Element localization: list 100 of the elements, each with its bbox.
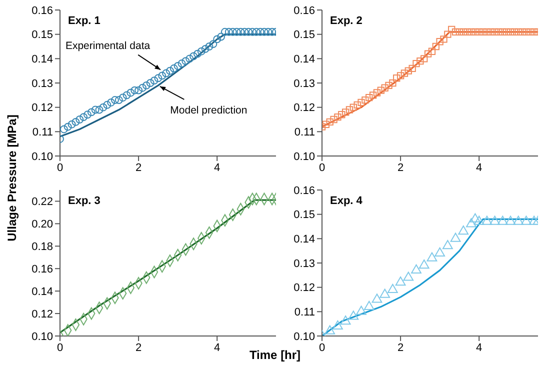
point xyxy=(513,216,524,225)
chart-title: Exp. 2 xyxy=(330,15,362,27)
point xyxy=(424,50,432,58)
point xyxy=(416,58,424,65)
y-tick-label: 0.14 xyxy=(32,286,53,298)
point xyxy=(256,28,264,36)
point xyxy=(209,40,218,48)
y-tick-label: 0.12 xyxy=(294,102,315,114)
point xyxy=(130,86,139,94)
point xyxy=(342,108,350,116)
point xyxy=(134,86,143,94)
y-tick-label: 0.14 xyxy=(32,54,53,66)
point xyxy=(205,42,214,50)
point xyxy=(396,72,404,80)
point xyxy=(369,92,377,99)
point xyxy=(510,28,518,36)
point xyxy=(162,69,170,78)
x-tick-label: 4 xyxy=(476,342,482,354)
point xyxy=(466,218,476,228)
y-tick-label: 0.10 xyxy=(32,330,53,343)
point xyxy=(170,64,178,72)
point xyxy=(476,28,483,36)
point xyxy=(114,96,123,104)
y-tick-label: 0.15 xyxy=(294,29,315,42)
point xyxy=(260,28,268,36)
y-tick-label: 0.10 xyxy=(294,150,315,163)
point xyxy=(470,213,480,222)
point xyxy=(474,216,484,225)
y-tick-label: 0.22 xyxy=(32,196,53,208)
x-tick-label: 2 xyxy=(135,342,142,354)
point xyxy=(452,28,460,36)
y-tick-label: 0.13 xyxy=(32,78,53,90)
point xyxy=(468,28,475,36)
point xyxy=(60,125,68,134)
x-tick-label: 2 xyxy=(397,342,404,354)
text: Exp. 3 xyxy=(68,195,100,207)
point xyxy=(236,28,245,36)
point xyxy=(87,108,96,116)
point xyxy=(518,28,526,36)
y-tick-label: 0.20 xyxy=(32,218,53,231)
point xyxy=(197,47,206,56)
point xyxy=(232,28,241,36)
point xyxy=(412,60,420,68)
point xyxy=(400,70,408,77)
point xyxy=(193,50,202,58)
y-tick-label: 0.11 xyxy=(294,306,315,319)
point xyxy=(64,122,72,131)
point xyxy=(142,81,150,90)
point xyxy=(428,48,436,55)
point xyxy=(380,288,390,298)
point xyxy=(458,225,469,235)
point xyxy=(362,96,369,104)
y-tick-label: 0.14 xyxy=(294,234,315,246)
point xyxy=(442,240,453,250)
point xyxy=(332,320,343,330)
y-tick-label: 0.14 xyxy=(294,54,315,66)
point xyxy=(372,294,382,303)
point xyxy=(426,252,438,262)
point xyxy=(264,28,272,36)
y-tick-label: 0.12 xyxy=(32,308,53,320)
x-tick-label: 2 xyxy=(135,162,142,174)
point xyxy=(528,216,538,225)
y-tick-label: 0.16 xyxy=(32,4,53,17)
point xyxy=(444,30,452,38)
y-tick-label: 0.11 xyxy=(294,126,315,139)
point xyxy=(91,106,100,114)
y-tick-label: 0.15 xyxy=(32,29,53,42)
point xyxy=(530,28,538,36)
point xyxy=(201,44,210,53)
point xyxy=(358,98,365,106)
point xyxy=(158,72,166,80)
point xyxy=(346,106,354,114)
point xyxy=(440,36,448,43)
line-series xyxy=(60,34,276,138)
point xyxy=(186,54,194,63)
x-tick-label: 4 xyxy=(214,162,220,174)
point xyxy=(404,67,412,74)
point xyxy=(354,101,361,108)
point xyxy=(248,28,256,36)
annotation: Model prediction xyxy=(170,104,248,116)
point xyxy=(150,76,158,85)
point xyxy=(338,111,346,118)
point xyxy=(84,110,92,119)
x-tick-label: 0 xyxy=(56,162,64,174)
point xyxy=(377,86,384,94)
point xyxy=(268,28,276,36)
point xyxy=(526,28,534,36)
point xyxy=(95,106,104,114)
point xyxy=(472,28,479,36)
x-tick-label: 4 xyxy=(214,342,220,354)
chart-title: Exp. 4 xyxy=(330,195,362,207)
point xyxy=(138,84,146,92)
point xyxy=(122,91,131,100)
point xyxy=(174,62,182,70)
point xyxy=(364,300,374,310)
x-tick-label: 0 xyxy=(56,342,64,354)
point xyxy=(434,247,445,256)
point xyxy=(479,28,487,36)
point xyxy=(420,55,428,62)
point xyxy=(408,64,416,72)
